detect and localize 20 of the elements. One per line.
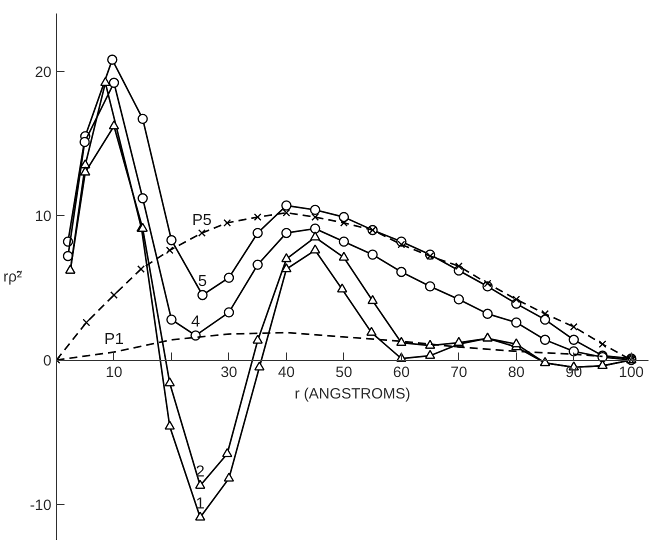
x-tick-label: 40 <box>278 364 295 382</box>
y-tick-label: 10 <box>34 208 52 226</box>
series-label: 5 <box>198 273 208 290</box>
series-label: P1 <box>104 331 124 348</box>
series-label: 4 <box>191 313 200 330</box>
x-tick-label: 70 <box>450 364 468 382</box>
x-axis-title: r (ANGSTROMS) <box>294 386 410 402</box>
y-tick-label: -10 <box>30 496 52 514</box>
x-tick-label: 80 <box>508 364 525 382</box>
x-tick-label: 10 <box>106 364 122 382</box>
x-tick-label: 100 <box>618 364 644 382</box>
series-label: P5 <box>192 212 212 229</box>
y-tick-label: 0 <box>43 352 52 370</box>
y-tick-label: 20 <box>34 64 52 81</box>
x-tick-label: 60 <box>393 364 410 382</box>
y-axis-title: rρ̃² <box>3 268 23 286</box>
x-tick-label: 50 <box>336 364 352 382</box>
x-tick-label: 30 <box>220 364 238 382</box>
series-label: 1 <box>196 495 205 512</box>
series-label: 2 <box>196 464 205 481</box>
